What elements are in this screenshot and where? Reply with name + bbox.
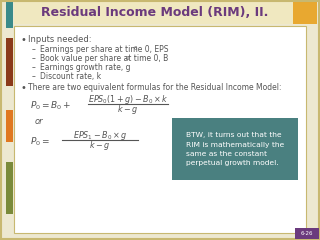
Text: Earnings growth rate, g: Earnings growth rate, g: [40, 63, 131, 72]
Text: •: •: [21, 35, 27, 45]
Text: –: –: [32, 63, 36, 72]
Text: Book value per share at time 0, B: Book value per share at time 0, B: [40, 54, 168, 63]
Text: BTW, it turns out that the
RIM is mathematically the
same as the constant
perpet: BTW, it turns out that the RIM is mathem…: [186, 132, 284, 166]
Text: 0: 0: [126, 55, 130, 60]
Text: •: •: [21, 83, 27, 93]
Bar: [172, 118, 298, 180]
Text: $\mathit{EPS}_0(1+g)-\mathit{B}_0 \times k$: $\mathit{EPS}_0(1+g)-\mathit{B}_0 \times…: [88, 94, 168, 107]
Text: Residual Income Model (RIM), II.: Residual Income Model (RIM), II.: [41, 6, 269, 19]
Text: $\mathit{P}_0 =$: $\mathit{P}_0 =$: [30, 136, 50, 148]
Bar: [14, 2, 293, 24]
Bar: [293, 2, 317, 24]
Text: –: –: [32, 72, 36, 81]
Text: Discount rate, k: Discount rate, k: [40, 72, 101, 81]
Bar: [14, 26, 306, 233]
Text: –: –: [32, 54, 36, 63]
Text: There are two equivalent formulas for the Residual Income Model:: There are two equivalent formulas for th…: [28, 83, 282, 92]
Text: 6-26: 6-26: [301, 231, 313, 236]
Text: $\mathit{EPS}_1 - \mathit{B}_0 \times g$: $\mathit{EPS}_1 - \mathit{B}_0 \times g$: [73, 130, 127, 143]
Bar: [6, 0, 13, 28]
Text: 0: 0: [134, 47, 138, 52]
Text: $\mathit{P}_0 = \mathit{B}_0 +$: $\mathit{P}_0 = \mathit{B}_0 +$: [30, 100, 71, 112]
Text: Earnings per share at time 0, EPS: Earnings per share at time 0, EPS: [40, 45, 169, 54]
Text: –: –: [32, 45, 36, 54]
Text: $\mathit{k}-\mathit{g}$: $\mathit{k}-\mathit{g}$: [89, 138, 111, 151]
Text: or: or: [35, 118, 44, 126]
Text: Inputs needed:: Inputs needed:: [28, 35, 92, 44]
Bar: [6, 110, 13, 142]
Bar: [6, 162, 13, 214]
Text: $\mathit{k}-\mathit{g}$: $\mathit{k}-\mathit{g}$: [117, 102, 139, 115]
Bar: [295, 228, 319, 239]
Bar: [6, 38, 13, 86]
